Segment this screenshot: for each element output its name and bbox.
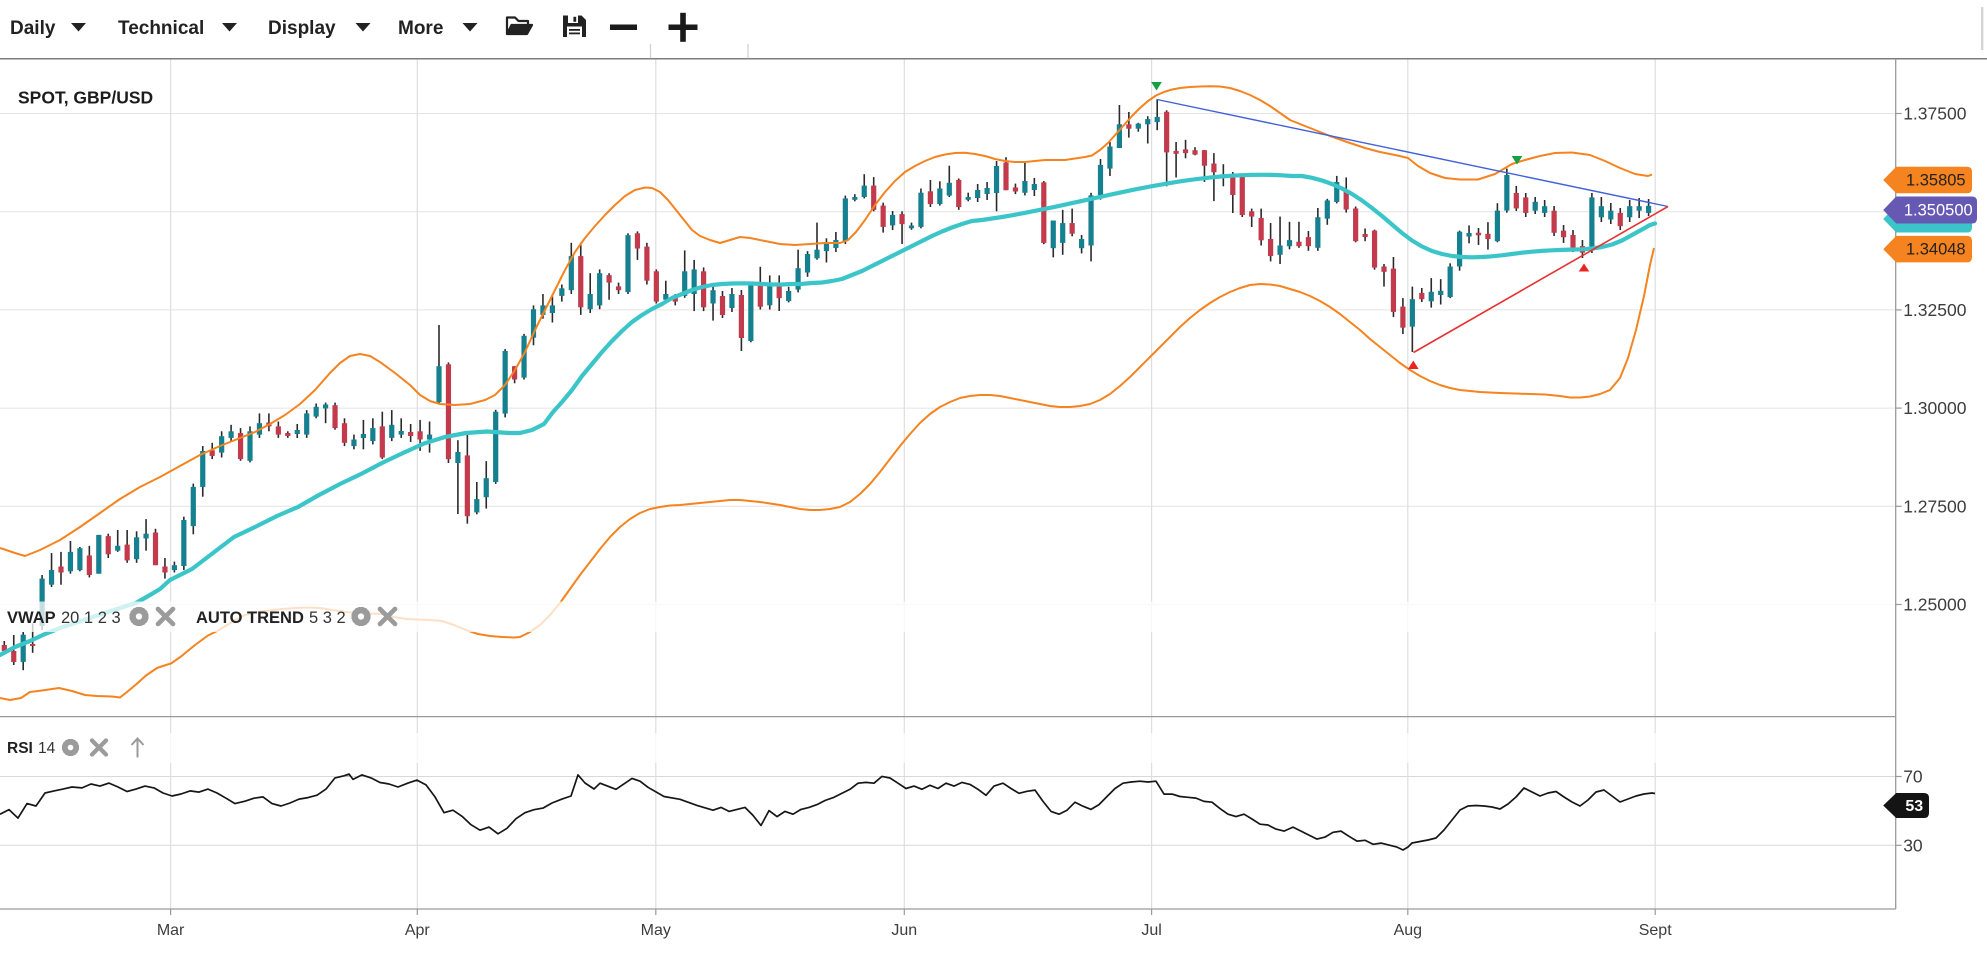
svg-text:Technical: Technical <box>118 18 204 39</box>
svg-text:1.32500: 1.32500 <box>1903 300 1967 320</box>
svg-text:20 1 2 3: 20 1 2 3 <box>61 609 121 627</box>
svg-text:1.37500: 1.37500 <box>1903 104 1967 124</box>
svg-text:Display: Display <box>268 18 336 39</box>
svg-text:1.30000: 1.30000 <box>1903 398 1967 418</box>
svg-text:May: May <box>641 922 671 939</box>
svg-text:14: 14 <box>38 740 56 757</box>
svg-text:RSI: RSI <box>7 740 33 757</box>
svg-text:1.27500: 1.27500 <box>1903 496 1967 516</box>
svg-text:Jun: Jun <box>891 922 917 939</box>
svg-text:Sept: Sept <box>1639 922 1672 939</box>
svg-text:Daily: Daily <box>10 18 56 39</box>
svg-text:70: 70 <box>1903 767 1923 787</box>
svg-text:1.350500: 1.350500 <box>1904 202 1973 220</box>
svg-text:1.35805: 1.35805 <box>1906 172 1966 190</box>
svg-text:5 3 2: 5 3 2 <box>309 609 346 627</box>
svg-text:Apr: Apr <box>405 922 431 939</box>
svg-text:More: More <box>398 18 443 39</box>
svg-text:VWAP: VWAP <box>7 609 56 627</box>
svg-text:Mar: Mar <box>157 922 185 939</box>
svg-text:1.34048: 1.34048 <box>1906 241 1966 259</box>
svg-text:53: 53 <box>1905 798 1923 815</box>
svg-text:Jul: Jul <box>1141 922 1161 939</box>
svg-text:Aug: Aug <box>1394 922 1422 939</box>
svg-text:30: 30 <box>1903 835 1923 855</box>
svg-text:1.25000: 1.25000 <box>1903 595 1967 615</box>
svg-text:AUTO TREND: AUTO TREND <box>196 609 304 627</box>
svg-text:SPOT, GBP/USD: SPOT, GBP/USD <box>18 88 153 108</box>
